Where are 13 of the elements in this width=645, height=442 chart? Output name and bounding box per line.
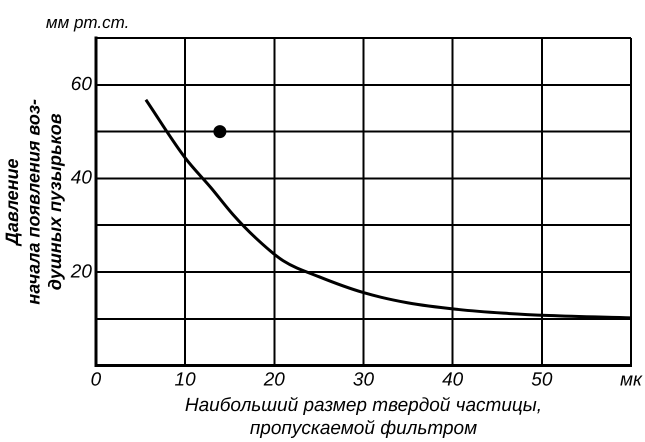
x-tick-label: 30 (352, 369, 374, 390)
x-tick-label: 50 (531, 369, 553, 390)
x-tick-label: мк (620, 369, 644, 390)
text: мм рт.ст. (46, 13, 130, 32)
x-tick-label: 20 (262, 369, 286, 390)
y-tick-label: 20 (70, 261, 92, 282)
y-tick-label: 60 (70, 74, 92, 96)
y-axis-title: Давление начала появления воз- душных пузырьков (2, 98, 65, 305)
x-tick-label: 10 (174, 369, 196, 390)
x-tick-label: 0 (90, 369, 102, 390)
x-tick-label: 40 (442, 369, 464, 390)
x-axis-title: Наибольший размер твердой частицы, пропускаемой фильтром (184, 395, 542, 439)
y-tick-label: 40 (70, 168, 92, 189)
